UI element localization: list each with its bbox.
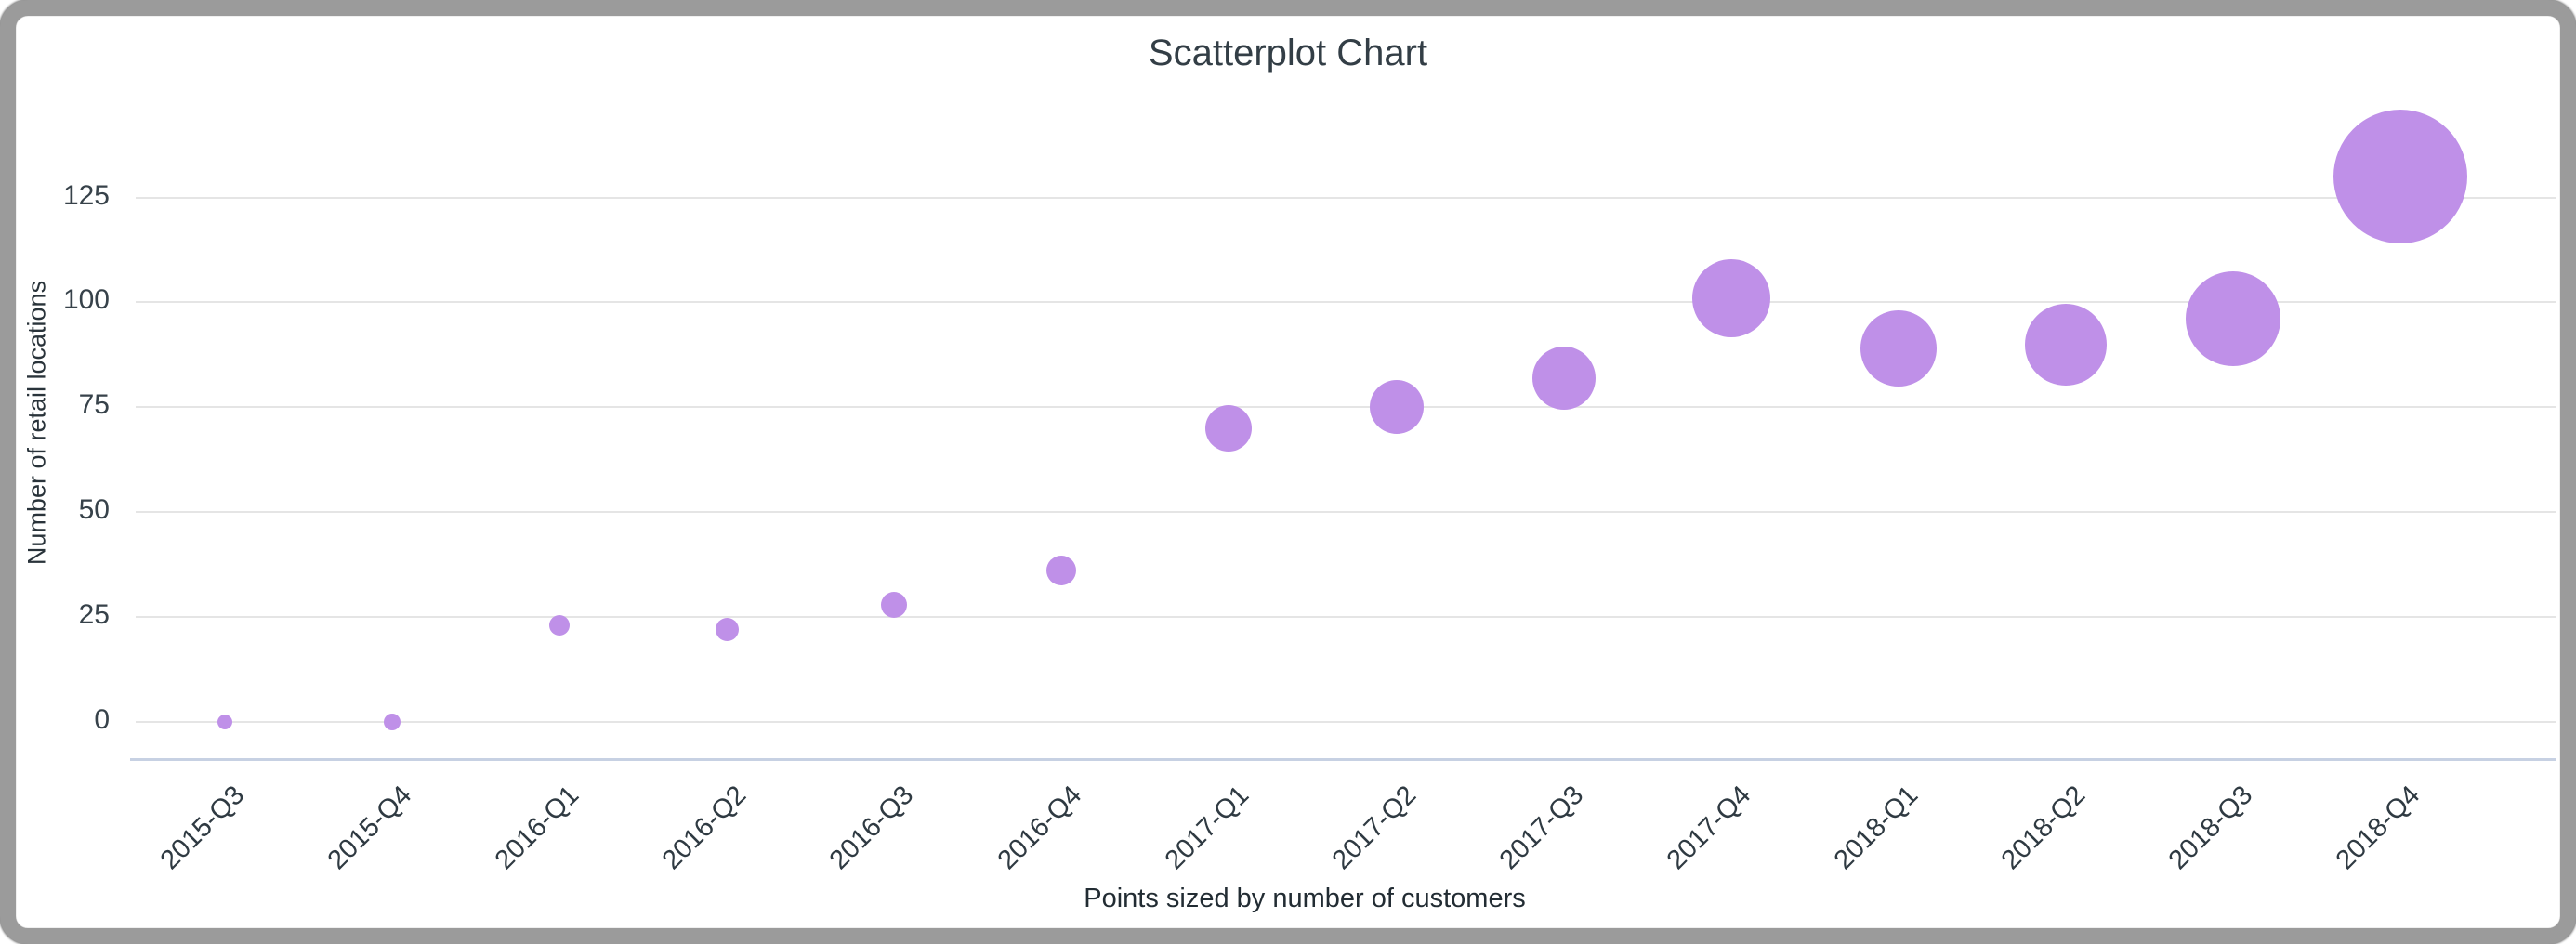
chart-title: Scatterplot Chart [1148, 33, 1428, 73]
x-tick-label: 2017-Q1 [1159, 780, 1255, 876]
x-tick-label: 2016-Q4 [992, 780, 1087, 876]
gridline-75 [136, 406, 2556, 409]
data-point-2018-Q3[interactable] [2185, 271, 2280, 367]
x-tick-label: 2018-Q4 [2330, 780, 2426, 876]
x-tick-label: 2016-Q1 [490, 780, 585, 876]
x-tick-label: 2015-Q4 [322, 780, 418, 876]
data-point-2016-Q1[interactable] [549, 615, 571, 636]
x-tick-label: 2018-Q1 [1828, 780, 1925, 876]
x-tick-label: 2017-Q4 [1661, 780, 1757, 876]
data-point-2017-Q4[interactable] [1691, 258, 1770, 337]
chart-caption: Points sized by number of customers [1084, 884, 1526, 913]
y-tick-label: 125 [62, 179, 110, 211]
x-tick-label: 2015-Q3 [154, 780, 251, 876]
y-tick-label: 100 [62, 284, 110, 316]
data-point-2018-Q4[interactable] [2333, 109, 2468, 243]
x-tick-label: 2017-Q2 [1326, 780, 1422, 876]
y-tick-label: 75 [78, 389, 110, 421]
data-point-2017-Q3[interactable] [1531, 346, 1596, 410]
gridline-25 [136, 616, 2556, 619]
gridline-100 [136, 301, 2556, 304]
x-tick-label: 2016-Q2 [657, 780, 753, 876]
gridline-50 [136, 511, 2556, 514]
data-point-2015-Q4[interactable] [384, 714, 401, 730]
y-tick-label: 0 [94, 704, 110, 735]
data-point-2018-Q1[interactable] [1860, 310, 1937, 387]
data-point-2016-Q2[interactable] [715, 618, 739, 642]
x-tick-label: 2018-Q3 [2162, 780, 2259, 876]
gridline-0 [136, 721, 2556, 723]
y-tick-label: 25 [78, 599, 110, 631]
x-tick-label: 2018-Q2 [1995, 780, 2092, 876]
data-point-2015-Q3[interactable] [217, 715, 232, 729]
x-tick-label: 2017-Q3 [1493, 780, 1589, 876]
data-point-2017-Q1[interactable] [1205, 404, 1253, 452]
data-point-2017-Q2[interactable] [1369, 380, 1424, 435]
data-point-2016-Q4[interactable] [1046, 556, 1077, 586]
x-tick-label: 2016-Q3 [824, 780, 920, 876]
gridline-125 [136, 196, 2556, 199]
data-point-2018-Q2[interactable] [2024, 303, 2107, 386]
x-axis-line [130, 758, 2556, 761]
y-tick-label: 50 [78, 494, 110, 526]
data-point-2016-Q3[interactable] [881, 591, 908, 618]
y-axis-title: Number of retail locations [22, 280, 51, 566]
